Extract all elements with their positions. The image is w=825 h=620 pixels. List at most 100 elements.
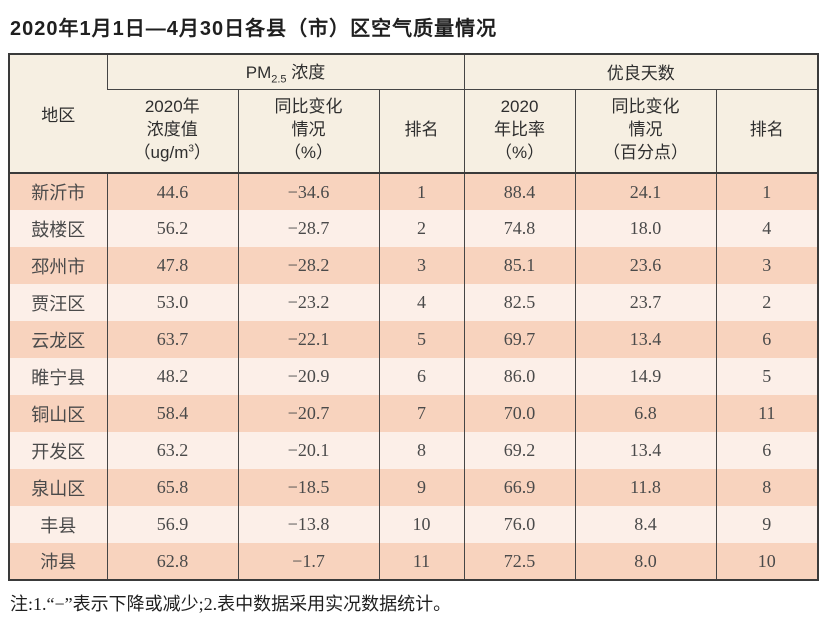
cell-good-rank: 9 — [715, 506, 819, 543]
cell-good-rank: 6 — [715, 432, 819, 469]
table-row: 沛县 62.8 −1.7 11 72.5 8.0 10 — [9, 543, 819, 580]
cell-good-change: 23.7 — [574, 284, 717, 321]
table-row: 鼓楼区 56.2 −28.7 2 74.8 18.0 4 — [9, 210, 819, 247]
cell-good-ratio: 69.2 — [463, 432, 576, 469]
cell-pm-rank: 8 — [378, 432, 465, 469]
cell-pm-rank: 5 — [378, 321, 465, 358]
cell-pm-change: −22.1 — [237, 321, 379, 358]
cell-good-change: 13.4 — [574, 321, 717, 358]
pm-label-suffix: 浓度 — [286, 63, 326, 83]
cell-pm-rank: 10 — [378, 506, 465, 543]
cell-pm-rank: 3 — [378, 247, 465, 284]
cell-good-rank: 6 — [715, 321, 819, 358]
cell-pm-rank: 6 — [378, 358, 465, 395]
cell-good-rank: 10 — [715, 543, 819, 580]
cell-good-ratio: 86.0 — [463, 358, 576, 395]
footnote: 注:1.“−”表示下降或减少;2.表中数据采用实况数据统计。 — [10, 594, 452, 614]
air-quality-table: 地区 PM2.5 浓度 优良天数 2020年 浓度值 （ug/m3） 同比变化 … — [8, 53, 820, 581]
cell-pm-value: 48.2 — [106, 358, 238, 395]
cell-pm-rank: 7 — [378, 395, 465, 432]
pm-subscript: 2.5 — [271, 73, 287, 86]
cell-good-change: 13.4 — [574, 432, 717, 469]
cell-good-ratio: 72.5 — [463, 543, 576, 580]
cell-good-ratio: 82.5 — [463, 284, 576, 321]
cell-good-ratio: 66.9 — [463, 469, 576, 506]
good-change-line1: 同比变化 — [611, 97, 680, 117]
pm-value-line1: 2020年 — [144, 97, 200, 117]
cell-region: 邳州市 — [9, 247, 107, 284]
table-row: 新沂市 44.6 −34.6 1 88.4 24.1 1 — [9, 172, 819, 210]
cell-pm-value: 58.4 — [106, 395, 238, 432]
cell-good-ratio: 88.4 — [463, 172, 576, 210]
cell-good-ratio: 69.7 — [463, 321, 576, 358]
cubic-superscript: 3 — [188, 143, 194, 155]
table-body: 新沂市 44.6 −34.6 1 88.4 24.1 1 鼓楼区 56.2 −2… — [9, 172, 819, 580]
table-row: 贾汪区 53.0 −23.2 4 82.5 23.7 2 — [9, 284, 819, 321]
table-row: 开发区 63.2 −20.1 8 69.2 13.4 6 — [9, 432, 819, 469]
cell-pm-value: 47.8 — [106, 247, 238, 284]
cell-good-ratio: 76.0 — [463, 506, 576, 543]
header-group-row: 地区 PM2.5 浓度 优良天数 — [9, 54, 819, 173]
col-header-good-rank: 排名 — [715, 89, 819, 173]
col-header-pm-rank: 排名 — [378, 89, 465, 173]
cell-region: 睢宁县 — [9, 358, 107, 395]
cell-pm-rank: 9 — [378, 469, 465, 506]
table-header: 地区 PM2.5 浓度 优良天数 2020年 浓度值 （ug/m3） 同比变化 … — [9, 54, 819, 173]
cell-region: 鼓楼区 — [9, 210, 107, 247]
pm-value-unit: （ug/m3） — [133, 143, 211, 163]
cell-pm-value: 65.8 — [106, 469, 238, 506]
cell-good-change: 18.0 — [574, 210, 717, 247]
cell-region: 贾汪区 — [9, 284, 107, 321]
cell-good-rank: 11 — [715, 395, 819, 432]
cell-good-rank: 3 — [715, 247, 819, 284]
cell-good-change: 8.0 — [574, 543, 717, 580]
cell-pm-rank: 2 — [378, 210, 465, 247]
table-row: 睢宁县 48.2 −20.9 6 86.0 14.9 5 — [9, 358, 819, 395]
good-change-line3: （百分点） — [603, 143, 689, 163]
cell-good-ratio: 74.8 — [463, 210, 576, 247]
cell-pm-change: −13.8 — [237, 506, 379, 543]
header-sub-row: 2020年 浓度值 （ug/m3） 同比变化 情况 （%） 排名 2020 年比… — [9, 89, 819, 173]
table-row: 丰县 56.9 −13.8 10 76.0 8.4 9 — [9, 506, 819, 543]
cell-pm-value: 53.0 — [106, 284, 238, 321]
col-header-pm-change: 同比变化 情况 （%） — [237, 89, 379, 173]
cell-good-change: 24.1 — [574, 172, 717, 210]
cell-pm-change: −20.7 — [237, 395, 379, 432]
table-row: 云龙区 63.7 −22.1 5 69.7 13.4 6 — [9, 321, 819, 358]
page-title: 2020年1月1日—4月30日各县（市）区空气质量情况 — [10, 18, 498, 40]
cell-good-rank: 4 — [715, 210, 819, 247]
cell-good-change: 8.4 — [574, 506, 717, 543]
cell-pm-change: −20.9 — [237, 358, 379, 395]
cell-region: 开发区 — [9, 432, 107, 469]
cell-pm-change: −28.7 — [237, 210, 379, 247]
cell-pm-value: 56.9 — [106, 506, 238, 543]
col-header-good-ratio: 2020 年比率 （%） — [463, 89, 576, 173]
col-header-good-change: 同比变化 情况 （百分点） — [574, 89, 717, 173]
good-ratio-line3: （%） — [494, 143, 545, 163]
pm-label: PM — [245, 63, 272, 83]
good-ratio-line2: 年比率 — [494, 120, 546, 140]
col-group-pm25-concentration: PM2.5 浓度 — [106, 54, 465, 90]
good-change-line2: 情况 — [628, 120, 663, 140]
table-row: 泉山区 65.8 −18.5 9 66.9 11.8 8 — [9, 469, 819, 506]
pm-change-line2: 情况 — [291, 120, 326, 140]
cell-region: 云龙区 — [9, 321, 107, 358]
cell-pm-change: −34.6 — [237, 172, 379, 210]
table-row: 邳州市 47.8 −28.2 3 85.1 23.6 3 — [9, 247, 819, 284]
cell-good-ratio: 85.1 — [463, 247, 576, 284]
cell-region: 铜山区 — [9, 395, 107, 432]
col-group-good-days: 优良天数 — [463, 54, 819, 90]
table-row: 铜山区 58.4 −20.7 7 70.0 6.8 11 — [9, 395, 819, 432]
cell-pm-value: 44.6 — [106, 172, 238, 210]
cell-good-ratio: 70.0 — [463, 395, 576, 432]
pm-change-line3: （%） — [283, 143, 334, 163]
cell-good-change: 23.6 — [574, 247, 717, 284]
cell-good-rank: 5 — [715, 358, 819, 395]
cell-good-rank: 2 — [715, 284, 819, 321]
cell-pm-rank: 11 — [378, 543, 465, 580]
col-header-pm-value: 2020年 浓度值 （ug/m3） — [107, 89, 238, 173]
cell-region: 新沂市 — [9, 172, 107, 210]
cell-good-change: 14.9 — [574, 358, 717, 395]
col-header-region: 地区 — [9, 54, 107, 173]
